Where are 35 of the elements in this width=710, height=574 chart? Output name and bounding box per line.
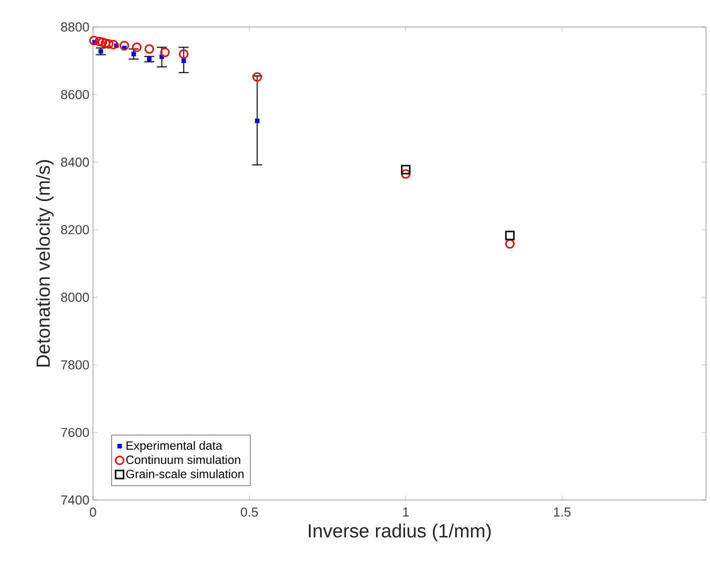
- y-tick-label: 7400: [61, 495, 89, 505]
- legend-label: Experimental data: [126, 441, 222, 452]
- point: [401, 164, 411, 174]
- y-tick-label: 8200: [61, 225, 89, 234]
- y-tick-label: 8400: [61, 158, 89, 167]
- x-tick-label: 0.5: [240, 508, 258, 517]
- y-tick-label: 8800: [61, 22, 89, 32]
- point: [98, 37, 108, 47]
- point: [94, 36, 104, 46]
- x-tick-label: 1: [403, 508, 409, 516]
- point: [104, 39, 114, 49]
- point: [505, 230, 515, 240]
- point: [132, 42, 142, 52]
- x-tick-label: 1.5: [554, 508, 571, 517]
- point: [181, 58, 186, 64]
- y-tick-label: 7800: [61, 360, 89, 370]
- point: [505, 239, 515, 249]
- y-tick-label: 8000: [61, 292, 89, 302]
- point: [120, 40, 130, 50]
- point: [144, 44, 154, 54]
- x-tick-label: 0: [90, 508, 96, 517]
- legend-label: Continuum simulation: [126, 455, 240, 464]
- point: [100, 38, 110, 48]
- point: [252, 72, 262, 82]
- point: [108, 40, 118, 50]
- y-axis-title: Detonation velocity (m/s): [36, 160, 54, 366]
- point: [89, 36, 99, 46]
- y-tick-label: 8600: [61, 90, 89, 100]
- legend-label: Grain-scale simulation: [126, 469, 244, 478]
- point: [131, 52, 136, 56]
- point: [401, 169, 411, 179]
- y-tick-label: 7600: [61, 428, 89, 438]
- x-axis-title: Inverse radius (1/mm): [308, 524, 491, 542]
- point: [178, 49, 188, 59]
- point: [254, 118, 260, 124]
